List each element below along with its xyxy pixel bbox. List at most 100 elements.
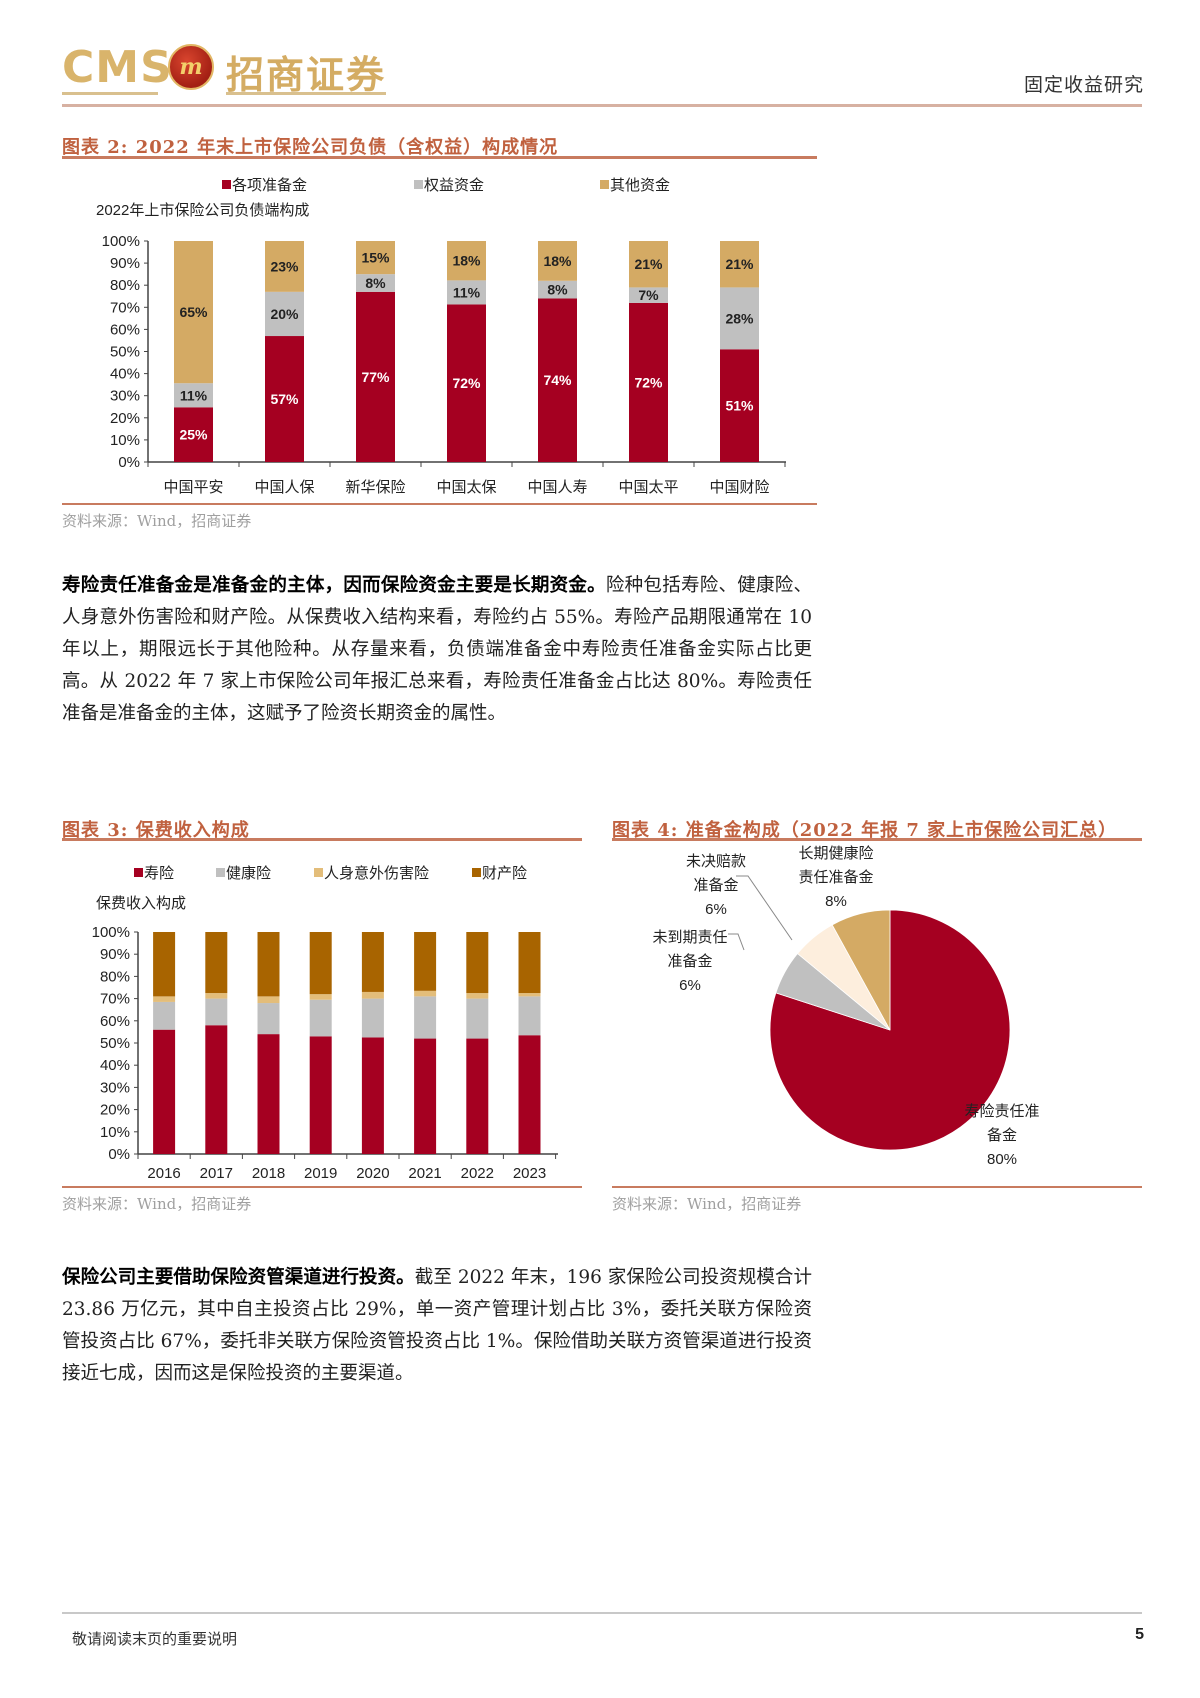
bar-segment <box>720 349 759 462</box>
y-tick-label: 50% <box>100 1035 130 1052</box>
y-tick-label: 100% <box>102 233 140 250</box>
figure2-source: 资料来源：Wind，招商证券 <box>62 512 252 530</box>
pie-label-unearned-premium: 未到期责任 <box>652 929 727 946</box>
y-tick-label: 70% <box>110 299 140 316</box>
figure3-top-rule <box>62 838 582 841</box>
legend-label: 健康险 <box>226 865 271 882</box>
pie-label-life-reserve: 寿险责任准 <box>964 1103 1039 1120</box>
y-tick-label: 40% <box>100 1057 130 1074</box>
x-category-label: 2016 <box>147 1165 180 1182</box>
y-tick-label: 30% <box>110 388 140 405</box>
bar-segment <box>361 1037 384 1154</box>
paragraph-reserves-body: 险种包括寿险、健康险、人身意外伤害险和财产险。从保费收入结构来看，寿险约占 55… <box>62 575 812 724</box>
bar-segment <box>518 932 541 994</box>
bar-segment <box>538 241 577 281</box>
pie-label-long-term-health: 8% <box>825 893 847 910</box>
y-tick-label: 60% <box>110 321 140 338</box>
bar-value-label: 51% <box>725 398 754 414</box>
bar-segment <box>309 932 332 995</box>
bar-segment <box>518 1035 541 1154</box>
x-category-label: 2023 <box>513 1165 546 1182</box>
logo-underline <box>226 92 386 95</box>
bar-value-label: 11% <box>453 284 481 300</box>
y-tick-label: 80% <box>110 277 140 294</box>
y-tick-label: 20% <box>110 410 140 427</box>
bar-segment <box>361 991 384 999</box>
bar-value-label: 25% <box>179 427 208 443</box>
x-category-label: 中国财险 <box>709 479 769 496</box>
pie-label-outstanding-claims: 未决赔款 <box>686 853 746 870</box>
bar-segment <box>447 280 486 305</box>
y-tick-label: 40% <box>110 366 140 383</box>
bar-segment <box>265 336 304 462</box>
y-tick-label: 70% <box>100 991 130 1008</box>
y-tick-label: 0% <box>108 1146 130 1163</box>
bar-value-label: 23% <box>270 258 299 274</box>
bar-value-label: 20% <box>270 306 299 322</box>
y-tick-label: 90% <box>110 255 140 272</box>
header-divider <box>62 104 1142 107</box>
bar-segment <box>629 241 668 288</box>
paragraph-investment-body: 截至 2022 年末，196 家保险公司投资规模合计 23.86 万亿元，其中自… <box>62 1267 812 1384</box>
bar-segment <box>309 1036 332 1154</box>
bar-segment <box>153 996 176 1002</box>
paragraph-reserves-lead: 寿险责任准备金是准备金的主体，因而保险资金主要是长期资金。 <box>62 575 606 596</box>
bar-value-label: 21% <box>634 256 663 272</box>
page-number: 5 <box>1135 1626 1144 1643</box>
bar-segment <box>309 999 332 1037</box>
bar-segment <box>205 993 228 999</box>
legend-swatch <box>414 180 423 189</box>
bar-value-label: 15% <box>361 250 390 266</box>
y-tick-label: 50% <box>110 344 140 361</box>
bar-value-label: 72% <box>634 374 663 390</box>
x-category-label: 中国人寿 <box>527 479 587 496</box>
figure3-bottom-rule <box>62 1186 582 1188</box>
bar-segment <box>629 302 668 462</box>
pie-label-long-term-health: 长期健康险 <box>798 845 873 862</box>
bar-value-label: 28% <box>725 310 754 326</box>
y-tick-label: 80% <box>100 968 130 985</box>
pie-label-life-reserve: 80% <box>987 1151 1017 1168</box>
pie-label-long-term-health: 责任准备金 <box>798 869 873 886</box>
figure3-title: 图表 3: 保费收入构成 <box>62 820 250 841</box>
bar-segment <box>518 993 541 997</box>
bar-segment <box>356 241 395 275</box>
y-tick-label: 10% <box>110 432 140 449</box>
bar-segment <box>153 1001 176 1030</box>
logo-badge-glyph: m <box>179 54 203 80</box>
pie-leader-line <box>736 875 793 941</box>
x-category-label: 中国人保 <box>254 479 314 496</box>
figure2-bottom-rule <box>62 503 817 505</box>
bar-segment <box>466 993 489 999</box>
bar-segment <box>257 1003 280 1035</box>
figure4-top-rule <box>612 838 1142 841</box>
bar-segment <box>447 241 486 281</box>
figure4-title: 图表 4: 准备金构成（2022 年报 7 家上市保险公司汇总） <box>612 820 1118 841</box>
pie-label-outstanding-claims: 6% <box>705 901 727 918</box>
bar-segment <box>309 994 332 1000</box>
bar-segment <box>466 998 489 1039</box>
figure4-source: 资料来源：Wind，招商证券 <box>612 1195 802 1213</box>
bar-segment <box>629 287 668 303</box>
bar-segment <box>538 298 577 462</box>
legend-label: 人身意外伤害险 <box>324 864 429 882</box>
y-tick-label: 100% <box>92 924 130 941</box>
bar-segment <box>414 990 437 997</box>
logo-underline <box>62 92 158 95</box>
figure2-top-rule <box>62 156 817 159</box>
bar-segment <box>205 998 228 1026</box>
bar-value-label: 8% <box>547 282 568 298</box>
y-tick-label: 20% <box>100 1102 130 1119</box>
pie-leader-line <box>728 933 745 951</box>
bar-value-label: 65% <box>179 304 208 320</box>
bar-segment <box>265 291 304 337</box>
bar-segment <box>447 304 486 462</box>
pie-label-life-reserve: 备金 <box>987 1127 1017 1144</box>
paragraph-reserves: 寿险责任准备金是准备金的主体，因而保险资金主要是长期资金。险种包括寿险、健康险、… <box>62 570 812 730</box>
bar-segment <box>466 1038 489 1154</box>
footer-divider <box>62 1612 1142 1614</box>
bar-value-label: 8% <box>365 275 386 291</box>
bar-segment <box>361 998 384 1038</box>
y-tick-label: 90% <box>100 946 130 963</box>
bar-segment <box>205 932 228 994</box>
